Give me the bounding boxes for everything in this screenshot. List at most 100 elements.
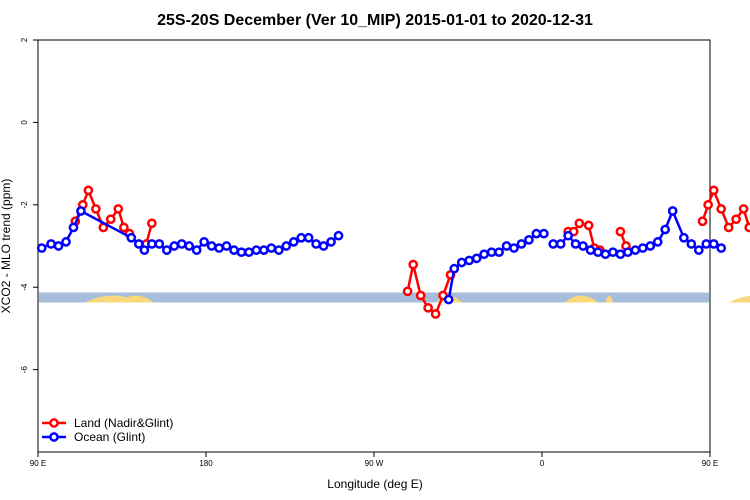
data-point: [259, 245, 269, 255]
y-tick-label: -4: [20, 283, 29, 291]
data-point: [91, 204, 101, 214]
land-segment: [728, 295, 750, 303]
data-point: [716, 204, 727, 214]
data-point: [464, 255, 475, 266]
series-layer: [36, 185, 750, 319]
data-point: [539, 228, 549, 239]
data-point: [251, 245, 262, 255]
data-point: [479, 249, 489, 260]
data-point: [105, 214, 116, 225]
data-point: [53, 241, 64, 251]
data-point: [147, 239, 157, 249]
data-point: [402, 286, 413, 297]
y-axis-label: XCO2 - MLO trend (ppm): [0, 179, 13, 314]
data-point: [281, 241, 292, 251]
data-point: [46, 239, 56, 249]
land-ocean-band: [39, 292, 750, 303]
x-axis: 90 E 180 90 W 0 90 E: [30, 452, 718, 468]
data-point: [608, 247, 618, 258]
data-point: [139, 245, 150, 255]
legend-swatch-marker: [49, 418, 59, 428]
y-tick-label: 2: [20, 37, 29, 42]
data-point: [147, 218, 157, 229]
data-point: [154, 239, 165, 249]
data-point: [76, 206, 86, 216]
data-point: [516, 239, 527, 249]
data-point: [697, 216, 708, 227]
data-point: [509, 243, 519, 253]
data-point: [731, 214, 741, 225]
data-point: [443, 294, 454, 305]
data-point: [236, 247, 247, 258]
data-point: [693, 245, 704, 255]
land-segment: [605, 295, 613, 303]
data-point: [524, 234, 534, 245]
data-point: [645, 241, 656, 251]
data-point: [119, 222, 129, 233]
data-point: [615, 249, 626, 260]
data-point: [36, 243, 47, 253]
data-point: [68, 222, 79, 233]
data-point: [176, 239, 187, 249]
data-point: [531, 228, 542, 239]
data-point: [83, 185, 94, 196]
data-point: [415, 290, 426, 301]
data-point: [471, 253, 482, 264]
data-point: [563, 230, 573, 241]
data-point: [716, 243, 727, 253]
land-segment: [564, 295, 598, 303]
data-point: [723, 222, 734, 233]
x-axis-label: Longitude (deg E): [327, 477, 422, 491]
data-point: [266, 243, 277, 253]
data-point: [113, 204, 124, 214]
data-point: [637, 243, 648, 253]
series-land: [70, 185, 750, 319]
x-tick-label: 0: [540, 459, 545, 468]
data-point: [630, 245, 641, 255]
data-point: [333, 230, 344, 241]
data-point: [679, 232, 689, 243]
data-point: [667, 206, 678, 216]
land-segment: [118, 295, 154, 303]
data-point: [161, 245, 172, 255]
data-point: [408, 259, 419, 270]
data-point: [738, 204, 749, 214]
data-point: [318, 241, 329, 251]
data-point: [184, 241, 195, 251]
data-point: [660, 224, 671, 235]
data-point: [311, 239, 321, 249]
data-point: [244, 247, 254, 258]
data-point: [570, 239, 581, 249]
data-point: [430, 309, 441, 319]
y-axis: 2 0 -2 -4 -6: [20, 37, 38, 373]
data-point: [229, 245, 239, 255]
data-point: [701, 239, 712, 249]
data-point: [326, 237, 336, 247]
x-tick-label: 180: [199, 459, 213, 468]
x-tick-label: 90 E: [30, 459, 46, 468]
ocean-band: [39, 292, 709, 303]
data-point: [623, 247, 633, 258]
legend: Land (Nadir&Glint)Ocean (Glint): [42, 416, 173, 444]
x-tick-label: 90 W: [365, 459, 384, 468]
data-point: [126, 232, 137, 243]
data-point: [133, 239, 144, 249]
data-point: [486, 247, 497, 258]
data-point: [593, 247, 603, 258]
data-point: [273, 245, 284, 255]
data-point: [501, 241, 512, 251]
legend-swatch-marker: [49, 432, 59, 442]
y-tick-label: 0: [20, 120, 29, 125]
data-point: [206, 241, 217, 251]
x-tick-label: 90 E: [702, 459, 718, 468]
data-point: [555, 239, 566, 249]
data-point: [686, 239, 697, 249]
data-point: [494, 247, 504, 258]
data-point: [191, 245, 202, 255]
data-point: [548, 239, 559, 249]
data-point: [615, 226, 626, 237]
data-point: [61, 237, 71, 247]
y-tick-label: -2: [20, 201, 29, 209]
series-ocean: [36, 206, 727, 305]
